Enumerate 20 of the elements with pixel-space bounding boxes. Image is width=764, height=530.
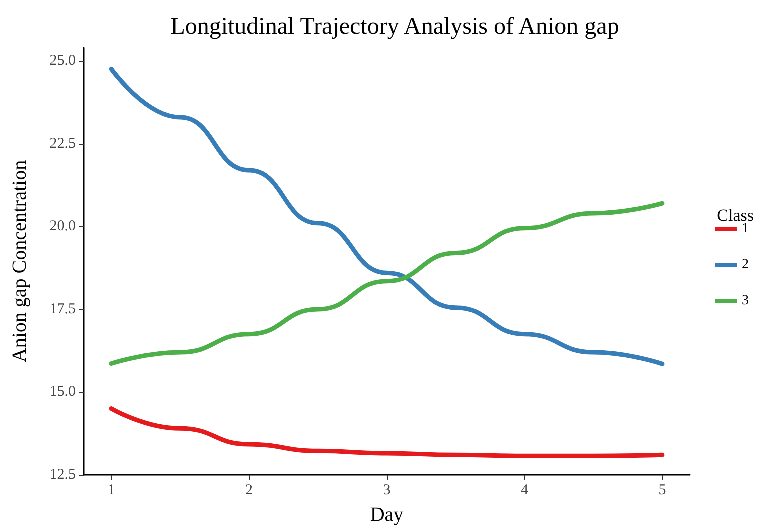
x-tick-label: 1 (108, 482, 116, 498)
x-tick-label: 2 (246, 482, 254, 498)
legend-label: 3 (742, 294, 749, 308)
y-axis-title: Anion gap Concentration (9, 160, 31, 363)
chart-title: Longitudinal Trajectory Analysis of Anion gap (170, 14, 620, 40)
y-tick-label: 20.0 (50, 218, 76, 235)
y-tick-label: 12.5 (50, 467, 76, 483)
y-tick-label: 25.0 (50, 53, 76, 70)
x-tick-label: 5 (658, 482, 666, 498)
y-tick-label: 22.5 (50, 136, 76, 152)
line-series (109, 406, 665, 458)
y-tick-label: 17.5 (50, 301, 76, 318)
line-series (109, 66, 665, 366)
line-series (109, 201, 665, 366)
y-tick-label: 15.0 (50, 384, 76, 400)
legend-label: 2 (742, 258, 749, 272)
x-tick-label: 3 (383, 482, 391, 498)
x-axis-title: Day (370, 504, 404, 526)
legend-label: 1 (742, 222, 749, 236)
x-tick-label: 4 (520, 482, 529, 498)
